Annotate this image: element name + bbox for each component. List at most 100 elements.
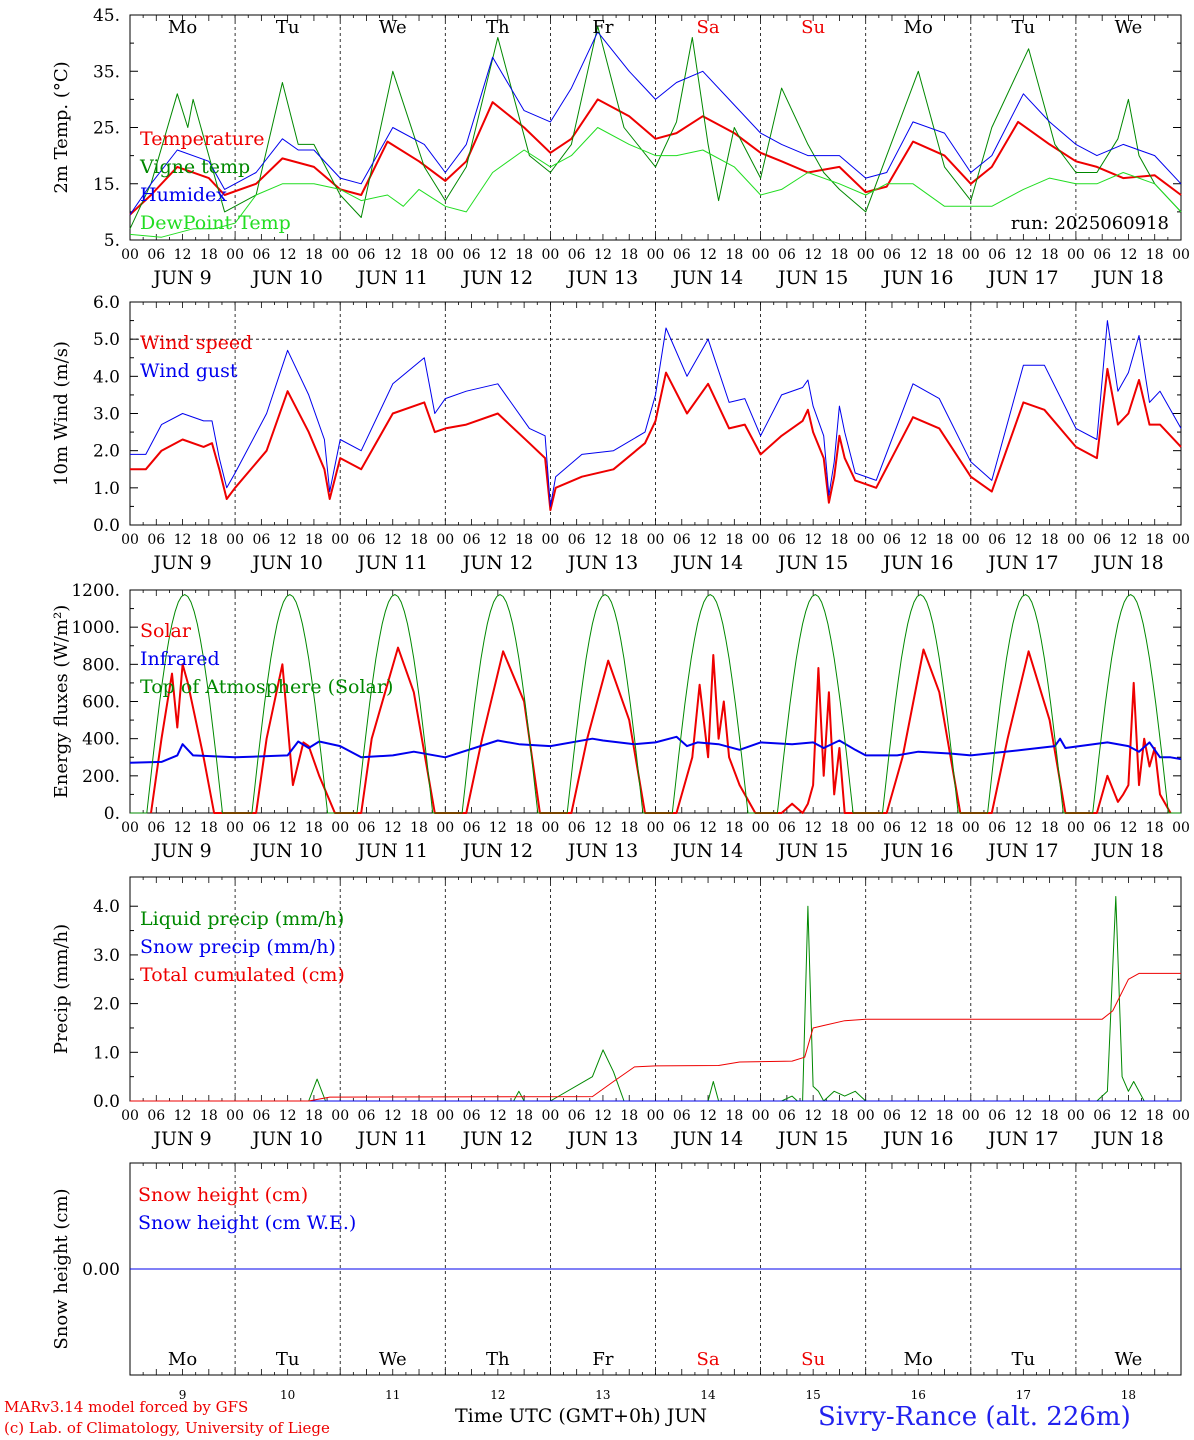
y-tick-label: 1.0: [93, 1043, 120, 1063]
hour-label: 06: [252, 247, 270, 263]
day-name: Tu: [276, 1349, 300, 1370]
series-line-vigne-temp: [129, 25, 1182, 230]
legend-entry: DewPoint Temp: [140, 212, 291, 234]
hour-label: 00: [331, 247, 349, 263]
hour-label: 06: [568, 820, 586, 836]
day-name: Sa: [697, 17, 720, 38]
hour-label: 06: [883, 247, 901, 263]
hour-label: 00: [1172, 820, 1190, 836]
plot-frame-1: [129, 301, 1182, 526]
legend-entry: Humidex: [140, 184, 227, 206]
hour-label: 12: [699, 247, 717, 263]
date-label: JUN 13: [566, 1128, 638, 1150]
hour-label: 06: [463, 532, 481, 548]
hour-label: 18: [200, 1108, 218, 1124]
legend-entry: Snow precip (mm/h): [140, 936, 336, 958]
hour-label: 06: [463, 820, 481, 836]
date-label: JUN 11: [356, 552, 428, 574]
plot-frame-0: [129, 14, 1182, 241]
hour-label: 12: [909, 532, 927, 548]
hour-label: 12: [594, 820, 612, 836]
hour-label: 00: [331, 1108, 349, 1124]
y-tick-label: 6.0: [93, 293, 120, 313]
hour-label: 06: [988, 532, 1006, 548]
legend-entry: Liquid precip (mm/h): [140, 908, 344, 930]
hour-label: 18: [1146, 820, 1164, 836]
hour-label: 00: [121, 247, 139, 263]
y-tick-label: 2.0: [93, 995, 120, 1015]
hour-label: 06: [778, 247, 796, 263]
hour-label: 06: [883, 820, 901, 836]
hour-label: 18: [515, 247, 533, 263]
hour-label: 12: [384, 1108, 402, 1124]
hour-label: 06: [358, 247, 376, 263]
day-name: Th: [486, 17, 510, 38]
hour-label: 06: [673, 1108, 691, 1124]
legend-entry: Wind gust: [140, 360, 238, 382]
hour-label: 12: [384, 820, 402, 836]
day-name: Mo: [904, 1349, 933, 1370]
hour-label: 00: [436, 1108, 454, 1124]
day-name: Sa: [697, 1349, 720, 1370]
day-name: Tu: [1012, 17, 1036, 38]
date-label: JUN 16: [881, 840, 953, 862]
day-name: We: [1115, 1349, 1143, 1370]
hour-label: 00: [226, 532, 244, 548]
hour-label: 00: [857, 247, 875, 263]
hour-label: 00: [752, 532, 770, 548]
y-tick-label: 5.0: [93, 330, 120, 350]
y-tick-label: 25.: [93, 119, 120, 139]
date-label: JUN 15: [776, 1128, 848, 1150]
hour-label: 06: [147, 532, 165, 548]
y-tick-label: 600.: [82, 693, 120, 713]
date-label: JUN 12: [461, 552, 533, 574]
hour-label: 00: [1172, 247, 1190, 263]
hour-label: 06: [568, 247, 586, 263]
hour-label: 06: [568, 532, 586, 548]
hour-label: 18: [1041, 532, 1059, 548]
hour-label: 06: [568, 1108, 586, 1124]
day-name: Fr: [592, 17, 613, 38]
hour-label: 18: [305, 532, 323, 548]
day-name: We: [379, 17, 407, 38]
hour-label: 18: [305, 820, 323, 836]
hour-label: 00: [226, 1108, 244, 1124]
hour-label: 18: [1146, 1108, 1164, 1124]
date-number: 17: [1016, 1388, 1031, 1402]
hour-label: 12: [909, 820, 927, 836]
station-name: Sivry-Rance (alt. 226m): [818, 1402, 1131, 1432]
hour-label: 00: [752, 247, 770, 263]
series-line-wind-speed: [130, 367, 1182, 512]
hour-label: 18: [410, 532, 428, 548]
day-name: Tu: [276, 17, 300, 38]
date-number: 15: [806, 1388, 821, 1402]
date-label: JUN 9: [151, 840, 211, 862]
y-tick-label: 200.: [82, 767, 120, 787]
hour-label: 06: [778, 1108, 796, 1124]
hour-label: 00: [647, 247, 665, 263]
hour-label: 18: [620, 247, 638, 263]
credit-line-1: MARv3.14 model forced by GFS: [4, 1398, 249, 1416]
hour-label: 12: [909, 1108, 927, 1124]
day-name: We: [1115, 17, 1143, 38]
date-label: JUN 18: [1091, 840, 1163, 862]
date-label: JUN 16: [881, 267, 953, 289]
series-line-wind-gust: [130, 320, 1182, 507]
hour-label: 06: [147, 820, 165, 836]
legend-entry: Wind speed: [140, 332, 252, 354]
date-label: JUN 13: [566, 552, 638, 574]
date-label: JUN 11: [356, 1128, 428, 1150]
y-tick-label: 2.0: [93, 442, 120, 462]
hour-label: 18: [515, 532, 533, 548]
y-tick-label: 1200.: [71, 581, 120, 601]
day-name: Mo: [168, 1349, 197, 1370]
hour-label: 12: [1120, 1108, 1138, 1124]
hour-label: 06: [252, 820, 270, 836]
hour-label: 18: [200, 247, 218, 263]
date-label: JUN 11: [356, 267, 428, 289]
hour-label: 00: [1067, 532, 1085, 548]
date-number: 16: [911, 1388, 926, 1402]
hour-label: 12: [594, 247, 612, 263]
hour-label: 06: [988, 247, 1006, 263]
